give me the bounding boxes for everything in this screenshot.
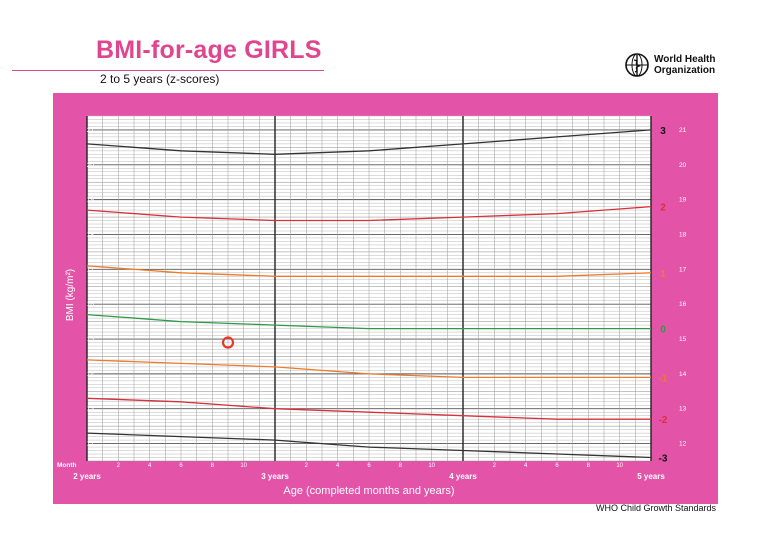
footer-source: WHO Child Growth Standards (595, 503, 716, 513)
x-month-tick-label: 4 (336, 463, 340, 469)
z-curve-0 (86, 313, 651, 330)
page-subtitle: 2 to 5 years (z-scores) (100, 72, 220, 86)
z-score-label: 2 (660, 203, 666, 214)
z-score-curves (86, 129, 652, 459)
y-tick-label-right: 17 (679, 266, 687, 273)
measurement-marker (221, 336, 235, 349)
x-month-tick-label: 8 (587, 463, 591, 469)
y-tick-label-left: 16 (87, 301, 95, 308)
x-year-label: 4 years (449, 472, 477, 481)
y-tick-label-left: 18 (87, 231, 95, 238)
x-year-label: 5 years (637, 472, 665, 481)
y-tick-label-right: 21 (679, 127, 687, 134)
x-month-tick-label: 8 (399, 463, 403, 469)
y-tick-label-left: 21 (87, 127, 95, 134)
y-tick-label-right: 18 (679, 231, 687, 238)
z-curve--3 (86, 432, 652, 459)
z-curve-3 (86, 129, 652, 155)
y-tick-label-left: 17 (87, 266, 95, 273)
org-name-line1: World Health (654, 54, 716, 65)
x-month-tick-label: 2 (117, 463, 121, 469)
x-month-tick-label: 10 (428, 463, 435, 469)
y-tick-label-right: 13 (679, 406, 687, 413)
x-month-tick-label: 8 (211, 463, 215, 469)
x-month-tick-label: 6 (179, 463, 183, 469)
z-curve-2 (86, 205, 652, 222)
x-month-tick-label: 4 (148, 463, 152, 469)
x-month-tick-label: 6 (367, 463, 371, 469)
who-logo-block: World Health Organization (624, 52, 715, 78)
z-score-label: -1 (659, 373, 668, 384)
title-rule (12, 70, 324, 71)
z-score-label: 1 (660, 269, 666, 280)
y-tick-label-right: 20 (679, 162, 687, 169)
x-year-label: 2 years (73, 472, 101, 481)
y-tick-label-right: 15 (679, 336, 687, 343)
z-score-labels: 3 2 1 0 -1 -2 -3 (659, 126, 668, 465)
y-axis-title: BMI (kg/m²) (65, 269, 76, 321)
x-month-tick-label: 2 (493, 463, 497, 469)
x-month-tick-label: 10 (240, 463, 247, 469)
y-tick-label-left: 14 (87, 371, 95, 378)
y-tick-label-left: 20 (87, 162, 95, 169)
z-score-label: 3 (660, 126, 666, 137)
y-tick-labels-right: 12 13 14 15 16 17 18 19 20 21 (679, 127, 687, 448)
x-month-tick-label: 6 (555, 463, 559, 469)
x-month-tick-label: 10 (616, 463, 623, 469)
z-curve--2 (86, 397, 651, 420)
z-score-label: -2 (659, 415, 668, 426)
who-emblem-icon (625, 53, 649, 77)
x-month-tick-label: 4 (524, 463, 528, 469)
y-tick-label-right: 12 (679, 441, 687, 448)
x-tick-labels: 2 4 6 8 10 2 4 6 8 10 2 4 6 8 10 2 years 3 years 4 years 5… (73, 463, 665, 481)
z-curve--1 (86, 359, 651, 379)
y-tick-label-left: 13 (87, 406, 95, 413)
y-tick-label-right: 19 (679, 197, 687, 204)
y-tick-label-right: 16 (679, 301, 687, 308)
x-year-label: 3 years (261, 472, 289, 481)
org-name-line2: Organization (654, 65, 716, 76)
x-month-tick-label: 2 (305, 463, 309, 469)
y-tick-labels-left: 12 13 14 15 16 17 18 19 20 21 (87, 127, 95, 448)
y-tick-label-left: 19 (87, 197, 95, 204)
y-tick-label-left: 12 (87, 441, 95, 448)
y-tick-label-left: 15 (87, 336, 95, 343)
z-score-label: -3 (659, 454, 668, 465)
page-title: BMI-for-age GIRLS (96, 36, 322, 64)
x-axis-title: Age (completed months and years) (283, 485, 454, 497)
z-curve-1 (86, 265, 652, 277)
y-tick-label-right: 14 (679, 371, 687, 378)
x-axis-unit-label: Month (57, 462, 77, 469)
z-score-label: 0 (660, 325, 666, 336)
